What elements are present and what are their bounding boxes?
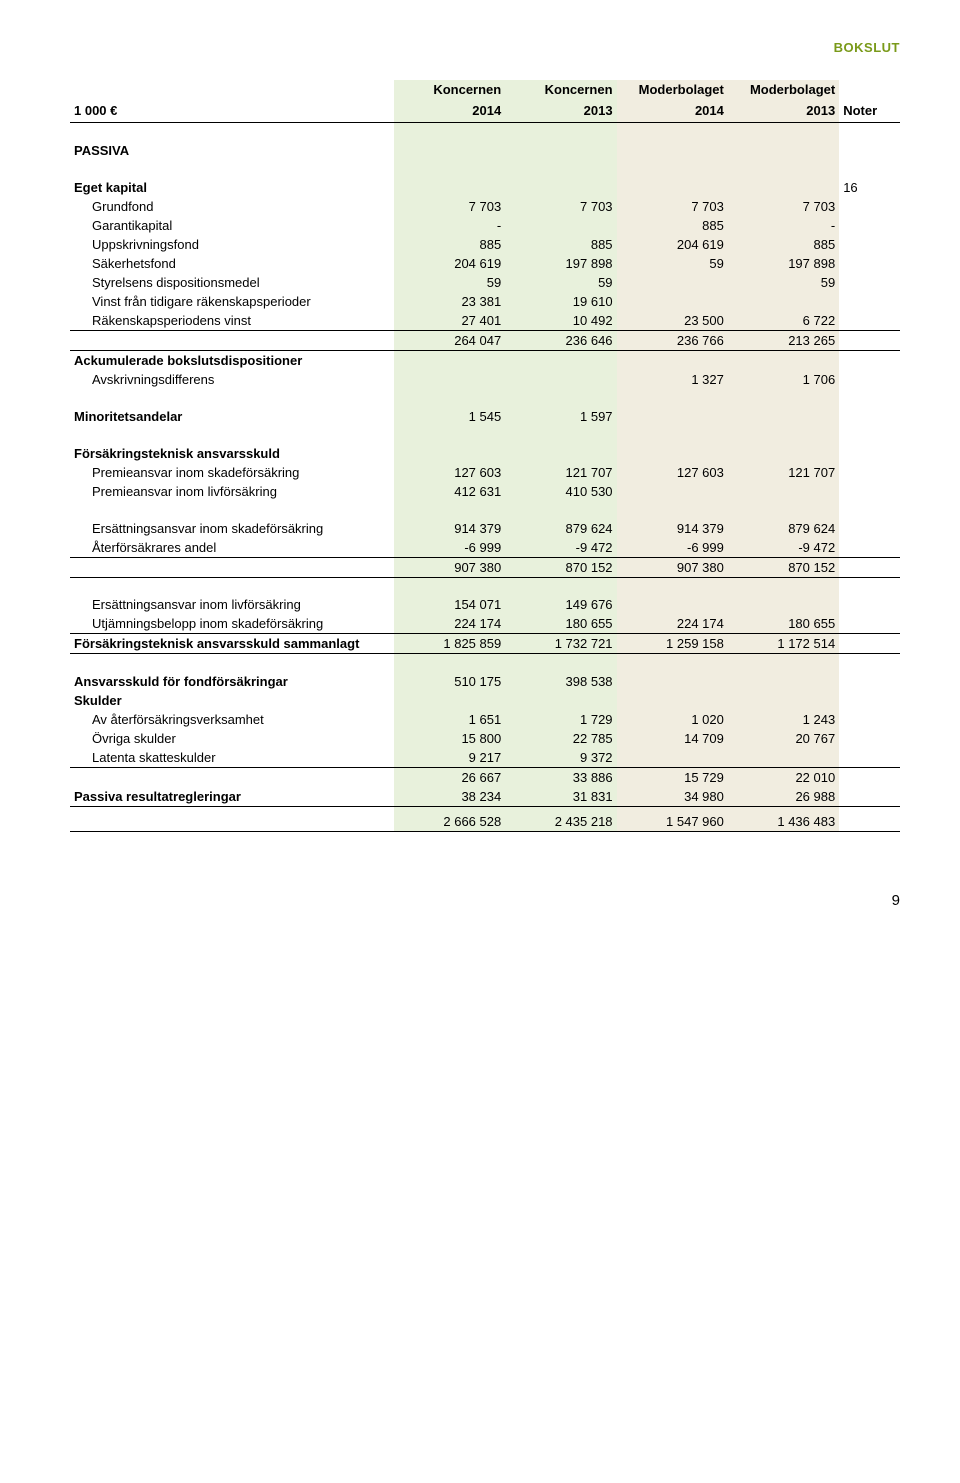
col-header: Koncernen <box>505 80 616 101</box>
table-row: Säkerhetsfond204 619197 89859197 898 <box>70 254 900 273</box>
document-label: BOKSLUT <box>70 40 900 55</box>
col-header: 2013 <box>728 101 839 123</box>
table-row: Vinst från tidigare räkenskapsperioder23… <box>70 292 900 311</box>
table-row: Ersättningsansvar inom livförsäkring154 … <box>70 595 900 614</box>
section-forsakringsteknisk: Försäkringsteknisk ansvarsskuld <box>70 444 394 463</box>
table-row: Premieansvar inom livförsäkring412 63141… <box>70 482 900 501</box>
total-row: Försäkringsteknisk ansvarsskuld sammanla… <box>70 634 900 654</box>
table-row: Uppskrivningsfond885885204 619885 <box>70 235 900 254</box>
table-row: Ersättningsansvar inom skadeförsäkring91… <box>70 519 900 538</box>
col-header: Moderbolaget <box>617 80 728 101</box>
note-number: 16 <box>839 178 900 197</box>
table-row: Grundfond7 7037 7037 7037 703 <box>70 197 900 216</box>
section-skulder: Skulder <box>70 691 394 710</box>
section-ackumulerade: Ackumulerade bokslutsdispositioner <box>70 350 394 370</box>
table-row: Styrelsens dispositionsmedel595959 <box>70 273 900 292</box>
section-passiva: PASSIVA <box>70 141 394 160</box>
col-header: Moderbolaget <box>728 80 839 101</box>
table-row: Minoritetsandelar1 5451 597 <box>70 407 900 426</box>
table-row: Utjämningsbelopp inom skadeförsäkring224… <box>70 614 900 634</box>
table-row: Passiva resultatregleringar38 23431 8313… <box>70 787 900 807</box>
table-row: Avskrivningsdifferens1 3271 706 <box>70 370 900 389</box>
financial-table: Koncernen Koncernen Moderbolaget Moderbo… <box>70 80 900 832</box>
unit-label: 1 000 € <box>70 101 394 123</box>
col-header: Koncernen <box>394 80 505 101</box>
subtotal-row: 264 047236 646236 766213 265 <box>70 330 900 350</box>
section-eget-kapital: Eget kapital <box>70 178 394 197</box>
table-row: Övriga skulder15 80022 78514 70920 767 <box>70 729 900 748</box>
col-header: 2014 <box>617 101 728 123</box>
subtotal-row: 26 66733 88615 72922 010 <box>70 767 900 787</box>
table-row: Räkenskapsperiodens vinst27 40110 49223 … <box>70 311 900 331</box>
col-header: 2013 <box>505 101 616 123</box>
table-row: Garantikapital-885- <box>70 216 900 235</box>
table-row: Av återförsäkringsverksamhet1 6511 7291 … <box>70 710 900 729</box>
subtotal-row: 907 380870 152907 380870 152 <box>70 557 900 577</box>
col-header: 2014 <box>394 101 505 123</box>
table-row: Latenta skatteskulder9 2179 372 <box>70 748 900 768</box>
col-header: Noter <box>839 101 900 123</box>
grand-total-row: 2 666 5282 435 2181 547 9601 436 483 <box>70 812 900 832</box>
table-row: Premieansvar inom skadeförsäkring127 603… <box>70 463 900 482</box>
table-row: Ansvarsskuld för fondförsäkringar510 175… <box>70 672 900 691</box>
table-row: Återförsäkrares andel-6 999-9 472-6 999-… <box>70 538 900 558</box>
page-number: 9 <box>0 862 960 929</box>
